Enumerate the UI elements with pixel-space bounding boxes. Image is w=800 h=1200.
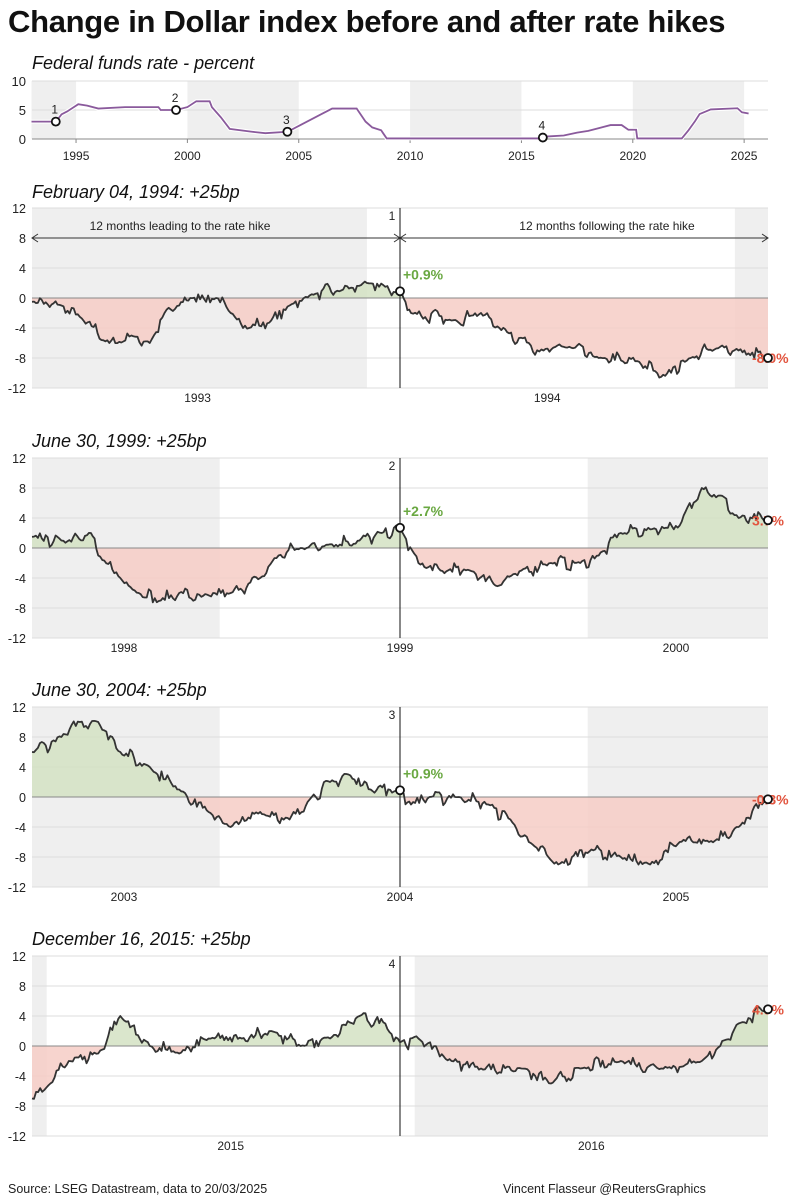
y-tick-label: -8 <box>15 1100 26 1114</box>
y-tick-label: 12 <box>12 701 26 715</box>
y-tick-label: -8 <box>15 851 26 865</box>
y-tick-label: 0 <box>19 791 26 805</box>
hike-number-label: 1 <box>389 209 396 223</box>
x-tick-label: 1998 <box>111 641 138 655</box>
x-tick-label: 2015 <box>508 149 535 163</box>
hike-point-marker <box>395 522 405 533</box>
x-tick-label: 1994 <box>534 391 561 405</box>
y-tick-label: 0 <box>19 1040 26 1054</box>
panel-1-title: February 04, 1994: +25bp <box>32 182 240 202</box>
end-point-marker <box>763 353 773 363</box>
rate-chart-title: Federal funds rate - percent <box>32 53 255 73</box>
y-tick-label: 0 <box>19 542 26 556</box>
hike-marker-label: 4 <box>538 119 545 133</box>
x-tick-label: 2000 <box>663 641 690 655</box>
rate-line <box>31 100 749 140</box>
y-tick-label: -12 <box>8 632 26 646</box>
start-change-label: +2.7% <box>403 503 444 519</box>
negative-area <box>32 548 768 603</box>
panel-3-title: June 30, 2004: +25bp <box>32 680 207 700</box>
hike-marker <box>282 126 293 137</box>
start-change-label: +0.9% <box>403 266 444 282</box>
hike-point-marker <box>395 785 405 796</box>
hike-marker <box>171 105 181 115</box>
hike-marker-label: 1 <box>51 103 58 117</box>
panel-4-title: December 16, 2015: +25bp <box>32 929 251 949</box>
x-tick-label: 1999 <box>387 641 414 655</box>
x-tick-label: 2005 <box>285 149 312 163</box>
arrow-head-left <box>31 233 39 243</box>
y-tick-label: 8 <box>19 482 26 496</box>
arrow-head-right <box>761 233 769 243</box>
y-tick-label: 12 <box>12 202 26 216</box>
hike-point-marker <box>395 286 405 297</box>
annotation-after: 12 months following the rate hike <box>519 219 695 233</box>
hike-marker <box>537 132 548 143</box>
hike-marker-label: 3 <box>283 113 290 127</box>
y-tick-label: 4 <box>19 512 26 526</box>
negative-area <box>32 797 768 865</box>
x-tick-label: 2015 <box>217 1139 244 1153</box>
x-tick-label: 2010 <box>397 149 424 163</box>
y-tick-label: 0 <box>19 132 26 147</box>
y-tick-label: 12 <box>12 950 26 964</box>
y-tick-label: -4 <box>15 322 26 336</box>
y-tick-label: -4 <box>15 1070 26 1084</box>
y-tick-label: -4 <box>15 572 26 586</box>
x-tick-label: 1993 <box>184 391 211 405</box>
annotation-before: 12 months leading to the rate hike <box>90 219 271 233</box>
x-tick-label: 2020 <box>619 149 646 163</box>
negative-area <box>32 1046 768 1099</box>
y-tick-label: 8 <box>19 980 26 994</box>
hike-marker <box>50 116 61 127</box>
y-tick-label: -12 <box>8 382 26 396</box>
chart-title: Change in Dollar index before and after … <box>8 4 726 39</box>
start-change-label: +0.9% <box>403 765 444 781</box>
y-tick-label: 8 <box>19 232 26 246</box>
x-tick-label: 2025 <box>731 149 758 163</box>
hike-marker-label: 2 <box>172 91 179 105</box>
x-tick-label: 2005 <box>663 890 690 904</box>
dollar-index-line <box>31 1005 769 1100</box>
hike-number-label: 2 <box>389 459 396 473</box>
y-tick-label: 4 <box>19 1010 26 1024</box>
y-tick-label: -4 <box>15 821 26 835</box>
x-tick-label: 2004 <box>387 890 414 904</box>
y-tick-label: -12 <box>8 1130 26 1144</box>
x-tick-label: 2016 <box>578 1139 605 1153</box>
y-tick-label: 0 <box>19 292 26 306</box>
y-tick-label: 10 <box>12 74 26 89</box>
hike-number-label: 4 <box>389 957 396 971</box>
x-tick-label: 2003 <box>111 890 138 904</box>
hike-number-label: 3 <box>389 708 396 722</box>
y-tick-label: -12 <box>8 881 26 895</box>
y-tick-label: 8 <box>19 731 26 745</box>
y-tick-label: -8 <box>15 352 26 366</box>
negative-area <box>32 298 768 378</box>
panel-2-title: June 30, 1999: +25bp <box>32 431 207 451</box>
y-tick-label: 12 <box>12 452 26 466</box>
y-tick-label: 5 <box>19 103 26 118</box>
credit-note: Vincent Flasseur @ReutersGraphics <box>503 1182 706 1196</box>
end-point-marker <box>763 515 773 526</box>
end-point-marker <box>763 1004 773 1015</box>
y-tick-label: 4 <box>19 761 26 775</box>
x-tick-label: 1995 <box>63 149 90 163</box>
end-point-marker <box>763 794 773 805</box>
y-tick-label: -8 <box>15 602 26 616</box>
source-note: Source: LSEG Datastream, data to 20/03/2… <box>8 1182 268 1196</box>
arrow-head-center <box>393 233 407 243</box>
x-tick-label: 2000 <box>174 149 201 163</box>
positive-area <box>32 720 768 797</box>
y-tick-label: 4 <box>19 262 26 276</box>
